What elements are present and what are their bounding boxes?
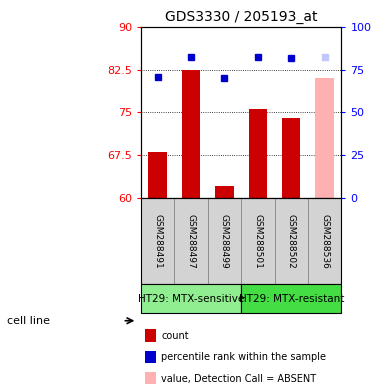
Bar [315, 78, 334, 198]
Bar [241, 198, 275, 284]
Bar [182, 70, 200, 198]
Bar [275, 198, 308, 284]
Bar [145, 351, 156, 364]
Bar [141, 198, 174, 284]
Text: HT29: MTX-resistant: HT29: MTX-resistant [239, 293, 344, 304]
Bar [215, 186, 234, 198]
Title: GDS3330 / 205193_at: GDS3330 / 205193_at [165, 10, 318, 25]
Bar [141, 284, 241, 313]
Text: count: count [161, 331, 189, 341]
Text: percentile rank within the sample: percentile rank within the sample [161, 352, 326, 362]
Text: GSM288536: GSM288536 [320, 214, 329, 268]
Bar [174, 198, 208, 284]
Text: HT29: MTX-sensitive: HT29: MTX-sensitive [138, 293, 244, 304]
Text: GSM288499: GSM288499 [220, 214, 229, 268]
Text: GSM288502: GSM288502 [287, 214, 296, 268]
Text: cell line: cell line [7, 316, 50, 326]
Bar [145, 329, 156, 342]
Bar [208, 198, 241, 284]
Bar [308, 198, 341, 284]
Text: GSM288501: GSM288501 [253, 214, 262, 268]
Bar [148, 152, 167, 198]
Bar [282, 118, 301, 198]
Text: GSM288497: GSM288497 [187, 214, 196, 268]
Bar [241, 284, 341, 313]
Bar [249, 109, 267, 198]
Text: GSM288491: GSM288491 [153, 214, 162, 268]
Text: value, Detection Call = ABSENT: value, Detection Call = ABSENT [161, 374, 316, 384]
Bar [145, 372, 156, 384]
